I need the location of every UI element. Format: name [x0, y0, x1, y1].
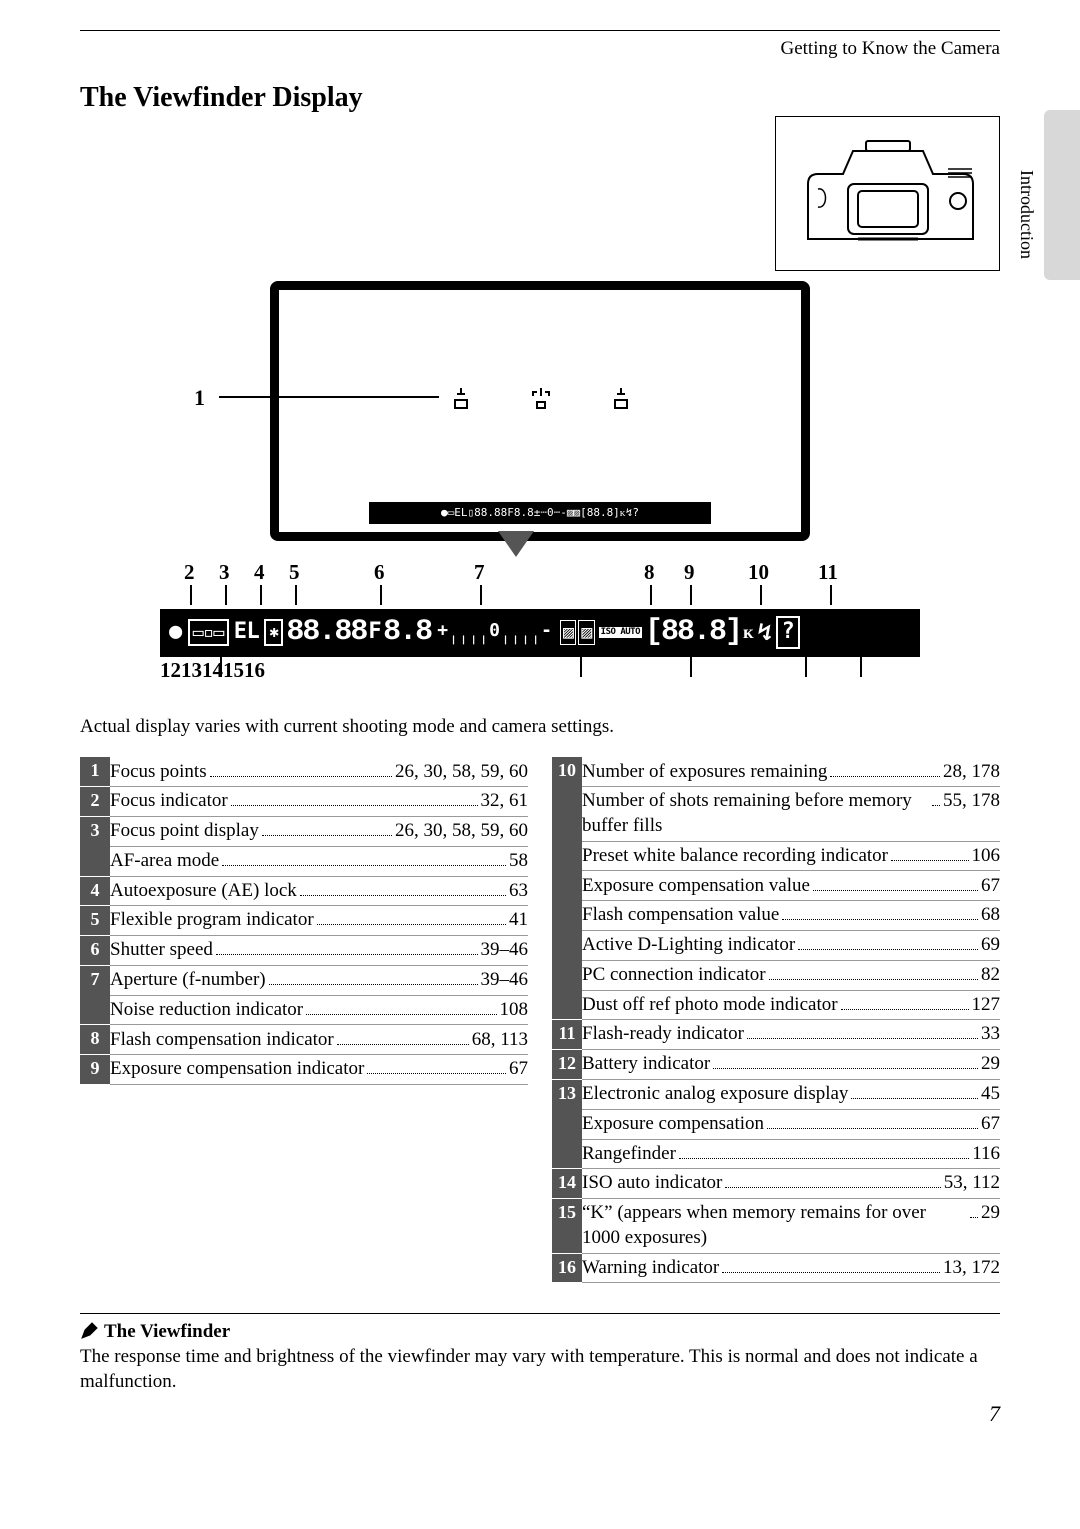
legend-entry: Exposure compensation67: [582, 1109, 1000, 1139]
focus-point-icon: [449, 388, 473, 406]
legend-entry: Electronic analog exposure display45: [582, 1079, 1000, 1109]
legend-entry: “K” (appears when memory remains for ove…: [582, 1199, 1000, 1253]
legend-number: 15: [552, 1199, 582, 1253]
legend-entry: ISO auto indicator53, 112: [582, 1169, 1000, 1199]
legend-entry: Focus point display26, 30, 58, 59, 60: [110, 817, 528, 847]
callout-row-bottom: 12 13 14 15 16: [160, 657, 920, 707]
legend-entry: Flash compensation value68: [582, 901, 1000, 931]
legend-number: 13: [552, 1079, 582, 1168]
pencil-icon: [80, 1320, 100, 1340]
legend-entry: Flash-ready indicator33: [582, 1020, 1000, 1050]
legend-table-left: 1Focus points26, 30, 58, 59, 602Focus in…: [80, 757, 528, 1085]
legend-number: 9: [80, 1055, 110, 1085]
legend-entry: Battery indicator29: [582, 1050, 1000, 1080]
legend-number: 8: [80, 1025, 110, 1055]
viewfinder-lcd-large: ● ▭▫▭ EL ✱ 88.88 F 8.8 +╷╷╷╷0╷╷╷╷- ▨ ▨ I…: [160, 609, 920, 657]
camera-illustration: [775, 116, 1000, 271]
legend-entry: Rangefinder116: [582, 1139, 1000, 1169]
legend-number: 2: [80, 787, 110, 817]
viewfinder-lcd-small: ●▭EL▯88.88F8.8±┄0┄-▨▨[88.8]ᴋ↯?: [369, 502, 711, 524]
legend-table-right: 10Number of exposures remaining28, 178Nu…: [552, 757, 1000, 1283]
legend-number: 4: [80, 876, 110, 906]
legend-entry: Shutter speed39–46: [110, 936, 528, 966]
page-number: 7: [80, 1400, 1000, 1429]
legend-entry: Number of exposures remaining28, 178: [582, 757, 1000, 786]
side-label: Introduction: [1015, 170, 1038, 259]
legend-entry: AF-area mode58: [110, 846, 528, 876]
legend-entry: Warning indicator13, 172: [582, 1253, 1000, 1283]
legend-entry: Number of shots remaining before memory …: [582, 787, 1000, 841]
legend-entry: PC connection indicator82: [582, 960, 1000, 990]
legend-entry: Exposure compensation indicator67: [110, 1055, 528, 1085]
legend-entry: Flash compensation indicator68, 113: [110, 1025, 528, 1055]
legend-entry: Aperture (f-number)39–46: [110, 965, 528, 995]
chapter-header: Getting to Know the Camera: [80, 37, 1000, 62]
legend-number: 1: [80, 757, 110, 786]
legend-number: 11: [552, 1020, 582, 1050]
callout-row-top: 2 3 4 5 6 7 8 9 10 11: [160, 559, 920, 609]
focus-point-icon: [529, 388, 553, 406]
legend-number: 12: [552, 1050, 582, 1080]
legend-number: 7: [80, 965, 110, 1025]
legend-number: 5: [80, 906, 110, 936]
legend-entry: Exposure compensation value67: [582, 871, 1000, 901]
legend-entry: Dust off ref photo mode indicator127: [582, 990, 1000, 1020]
legend-number: 6: [80, 936, 110, 966]
legend-entry: Focus indicator32, 61: [110, 787, 528, 817]
focus-point-icon: [609, 388, 633, 406]
note-body: The response time and brightness of the …: [80, 1345, 1000, 1394]
arrow-down-icon: [498, 531, 534, 557]
section-title: The Viewfinder Display: [80, 80, 1000, 116]
callout-1: 1: [194, 384, 205, 413]
note-box: The Viewfinder The response time and bri…: [80, 1313, 1000, 1394]
legend-entry: Autoexposure (AE) lock63: [110, 876, 528, 906]
legend-number: 3: [80, 817, 110, 877]
diagram-caption: Actual display varies with current shoot…: [80, 715, 1000, 740]
legend-entry: Preset white balance recording indicator…: [582, 841, 1000, 871]
legend-entry: Flexible program indicator41: [110, 906, 528, 936]
legend-number: 10: [552, 757, 582, 1019]
legend-entry: Focus points26, 30, 58, 59, 60: [110, 757, 528, 786]
legend-entry: Noise reduction indicator108: [110, 995, 528, 1025]
legend-number: 16: [552, 1253, 582, 1283]
legend-entry: Active D-Lighting indicator69: [582, 931, 1000, 961]
legend-number: 14: [552, 1169, 582, 1199]
side-tab: [1044, 110, 1080, 280]
viewfinder-diagram: 1 ●▭EL▯88.88F8.8±┄0┄-▨▨[88.8]ᴋ↯? 2 3 4: [80, 281, 1000, 707]
